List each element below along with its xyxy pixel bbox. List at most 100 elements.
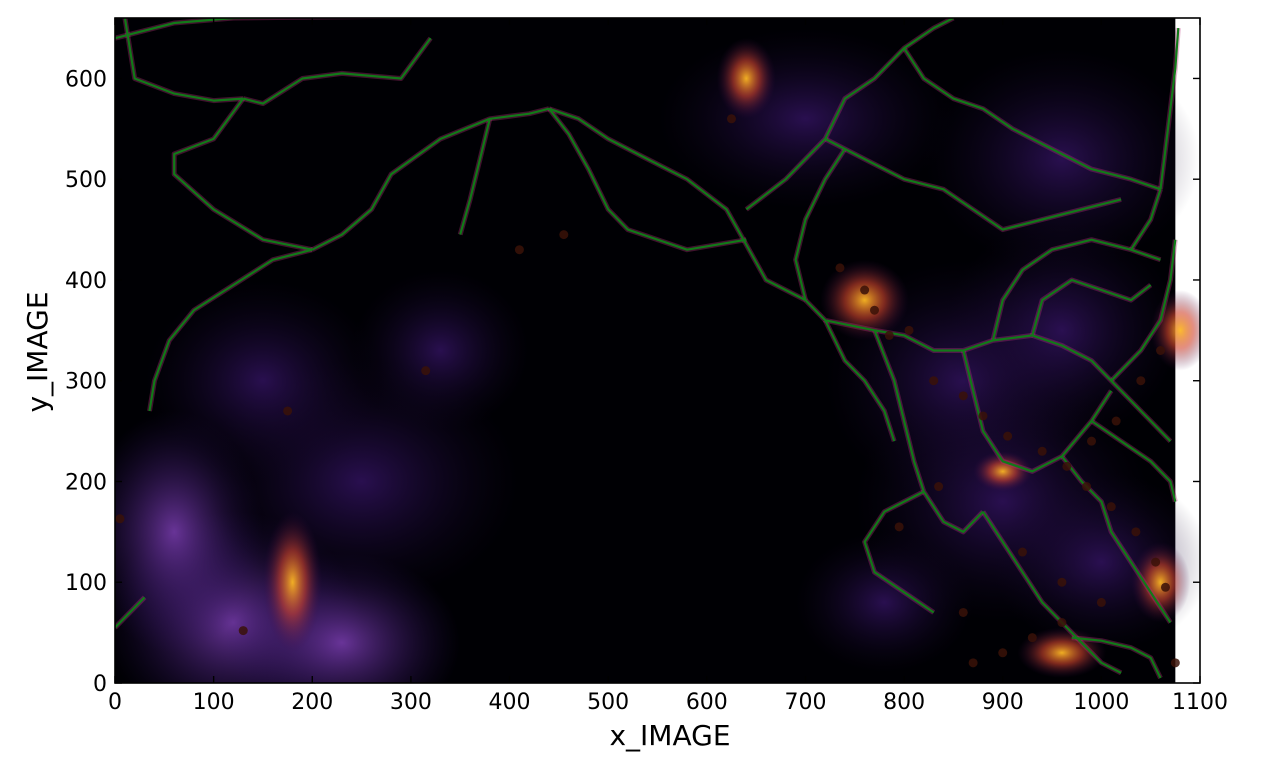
- heatmap-glow: [716, 38, 776, 119]
- point-marker: [283, 406, 293, 416]
- point-marker: [1057, 577, 1067, 587]
- plot-area: [114, 17, 1201, 684]
- point-marker: [1057, 618, 1067, 628]
- point-marker: [1170, 658, 1180, 668]
- point-marker: [1111, 416, 1121, 426]
- x-tick-label: 1000: [1073, 690, 1129, 715]
- network-segment: [745, 18, 954, 211]
- point-marker: [884, 330, 894, 340]
- network-segment: [982, 511, 1122, 674]
- y-axis-label: y_IMAGE: [21, 291, 54, 412]
- point-marker: [860, 285, 870, 295]
- network-segment: [1090, 420, 1177, 502]
- point-marker: [1062, 461, 1072, 471]
- point-marker: [1106, 502, 1116, 512]
- heatmap-glow: [923, 48, 1200, 270]
- point-marker: [1082, 482, 1092, 492]
- network-segment: [824, 319, 896, 442]
- point-marker: [421, 366, 431, 376]
- network-segment: [903, 47, 1161, 191]
- x-tick-label: 600: [686, 690, 728, 715]
- point-marker: [726, 114, 736, 124]
- point-marker: [934, 482, 944, 492]
- network-segment: [173, 97, 313, 251]
- network-segment: [311, 107, 550, 251]
- network-segment: [824, 137, 1122, 231]
- x-tick-label: 300: [390, 690, 432, 715]
- y-tick-label: 400: [65, 269, 107, 294]
- x-axis-ticks: 0 100 200 300 400 500 600 700 800 900 1000 1100: [108, 18, 1228, 715]
- heatmap-glow: [1150, 290, 1200, 371]
- network-segment: [1071, 636, 1162, 679]
- heatmap-glow: [351, 269, 530, 432]
- x-tick-label: 100: [193, 690, 235, 715]
- heatmap-image: [115, 18, 1200, 683]
- point-marker: [958, 391, 968, 401]
- point-marker: [1027, 633, 1037, 643]
- network-segment: [1130, 188, 1162, 251]
- point-marker: [968, 658, 978, 668]
- plot-frame: [114, 17, 1201, 684]
- network-segment: [863, 490, 935, 614]
- point-marker: [904, 325, 914, 335]
- y-tick-label: 500: [65, 168, 107, 193]
- heatmap-glow: [262, 511, 323, 653]
- point-markers: [115, 114, 1180, 668]
- x-tick-label: 500: [587, 690, 629, 715]
- point-marker: [894, 522, 904, 532]
- heatmap-glow: [820, 259, 910, 341]
- point-marker: [1131, 527, 1141, 537]
- x-tick-label: 400: [489, 690, 531, 715]
- x-axis-label: x_IMAGE: [609, 719, 730, 752]
- network-segment: [115, 18, 332, 40]
- point-marker: [958, 607, 968, 617]
- x-tick-label: 900: [982, 690, 1024, 715]
- network-segment: [148, 248, 313, 412]
- network-segment: [794, 148, 846, 301]
- point-marker: [514, 245, 524, 255]
- network-segment: [115, 596, 146, 629]
- heatmap-glow: [144, 279, 382, 482]
- heatmap-glow: [795, 531, 974, 673]
- point-marker: [1096, 597, 1106, 607]
- point-marker: [559, 230, 569, 240]
- point-marker: [870, 305, 879, 315]
- point-marker: [978, 411, 988, 421]
- network-segment: [1159, 28, 1180, 190]
- network-segment: [873, 329, 984, 534]
- heatmap-glow: [973, 451, 1033, 492]
- point-marker: [1151, 557, 1161, 567]
- x-tick-label: 200: [291, 690, 333, 715]
- network-segment: [1110, 239, 1177, 382]
- x-tick-label: 700: [784, 690, 826, 715]
- point-marker: [1087, 436, 1096, 446]
- y-tick-label: 100: [65, 571, 107, 596]
- network-segment: [1031, 278, 1152, 336]
- point-marker: [1136, 376, 1146, 386]
- network-segment: [804, 299, 1033, 352]
- x-tick-label: 0: [108, 690, 122, 715]
- point-marker: [1160, 582, 1170, 592]
- y-tick-label: 200: [65, 470, 107, 495]
- heatmap-glow: [1017, 627, 1107, 678]
- y-tick-label: 0: [93, 672, 107, 697]
- point-marker: [1003, 431, 1013, 441]
- point-marker: [1156, 346, 1166, 355]
- point-marker: [1037, 446, 1047, 456]
- x-tick-label: 800: [883, 690, 925, 715]
- network-lines: [115, 18, 1180, 679]
- point-marker: [929, 376, 939, 386]
- x-tick-label: 1100: [1172, 690, 1228, 715]
- point-marker: [238, 626, 248, 636]
- point-marker: [1017, 547, 1027, 557]
- network-segment: [1061, 455, 1172, 624]
- network-segment: [548, 108, 747, 251]
- network-segment: [123, 18, 244, 102]
- y-tick-label: 300: [65, 370, 107, 395]
- network-segment: [548, 107, 806, 302]
- network-segment: [242, 37, 432, 105]
- point-marker: [115, 514, 125, 524]
- heatmap-glow: [1130, 541, 1191, 623]
- y-tick-label: 600: [65, 67, 107, 92]
